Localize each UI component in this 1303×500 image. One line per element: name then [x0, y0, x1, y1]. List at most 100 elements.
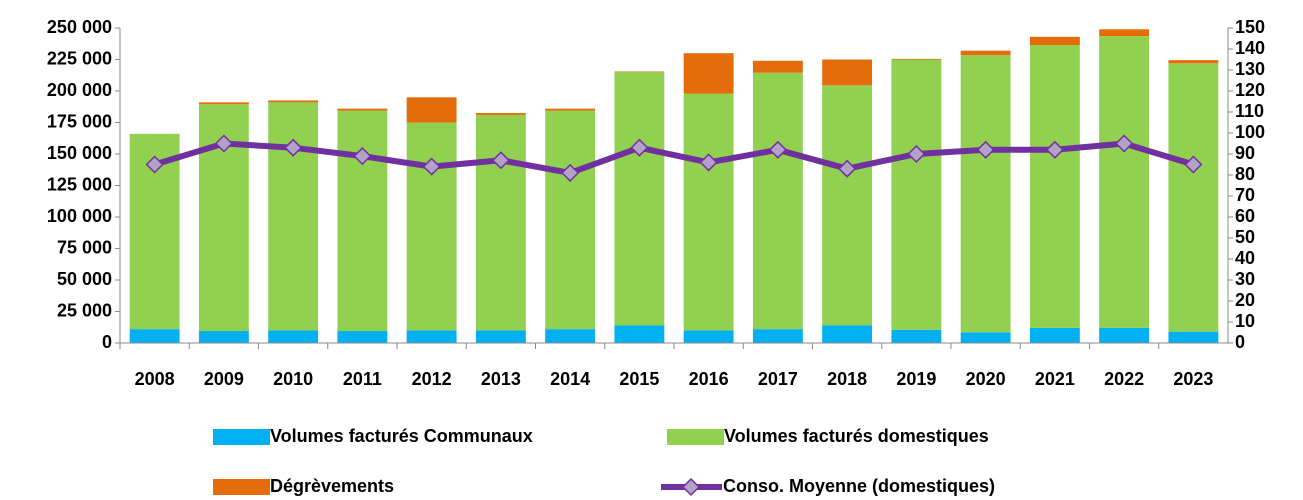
- legend-swatch: [213, 429, 270, 445]
- bar-segment: [822, 325, 873, 343]
- bar-segment: [1168, 331, 1219, 343]
- bar-segment: [1099, 36, 1150, 328]
- x-tick-label: 2016: [689, 369, 729, 389]
- line-marker: [491, 151, 510, 170]
- bar-segment: [683, 93, 734, 331]
- bar-segment: [1029, 327, 1080, 343]
- bar-segment: [545, 329, 596, 343]
- y2-tick-label: 110: [1235, 101, 1264, 121]
- y-tick-label: 175 000: [47, 111, 112, 131]
- line-marker: [214, 134, 233, 153]
- y2-tick-label: 40: [1235, 248, 1255, 268]
- bar-segment: [960, 50, 1011, 56]
- y-tick-label: 0: [102, 332, 112, 352]
- legend-label: Volumes facturés domestiques: [724, 426, 989, 446]
- y2-tick-label: 150: [1235, 17, 1265, 37]
- y2-tick-label: 130: [1235, 59, 1265, 79]
- bar-segment: [406, 97, 457, 123]
- legend-label: Volumes facturés Communaux: [270, 426, 533, 446]
- bar-segment: [891, 58, 942, 60]
- bar-segment: [960, 332, 1011, 343]
- bar-segment: [752, 72, 803, 330]
- bar-segment: [1029, 36, 1080, 46]
- bar-segment: [822, 85, 873, 326]
- bar-segment: [683, 330, 734, 343]
- x-tick-label: 2020: [966, 369, 1006, 389]
- x-tick-label: 2017: [758, 369, 798, 389]
- bar-segment: [545, 108, 596, 111]
- bar-segment: [891, 329, 942, 343]
- y2-tick-label: 50: [1235, 227, 1255, 247]
- bar-segment: [198, 102, 249, 105]
- line-marker: [1184, 155, 1203, 174]
- x-tick-label: 2008: [135, 369, 175, 389]
- y2-tick-label: 140: [1235, 38, 1265, 58]
- x-tick-label: 2023: [1173, 369, 1213, 389]
- y-tick-label: 100 000: [47, 206, 112, 226]
- y-tick-label: 25 000: [57, 300, 112, 320]
- y2-tick-label: 100: [1235, 122, 1265, 142]
- line-marker: [561, 163, 580, 182]
- x-tick-label: 2021: [1035, 369, 1075, 389]
- bar-segment: [1099, 29, 1150, 37]
- y2-tick-label: 90: [1235, 143, 1255, 163]
- line-marker: [976, 140, 995, 159]
- line-marker: [422, 157, 441, 176]
- line-marker: [699, 153, 718, 172]
- bar-segment: [337, 331, 388, 343]
- line-marker: [1045, 140, 1064, 159]
- bar-segment: [752, 329, 803, 343]
- x-tick-label: 2012: [412, 369, 452, 389]
- y2-tick-label: 70: [1235, 185, 1255, 205]
- y2-tick-label: 10: [1235, 311, 1255, 331]
- x-tick-label: 2010: [273, 369, 313, 389]
- y2-tick-label: 60: [1235, 206, 1255, 226]
- bar-segment: [198, 331, 249, 343]
- y2-tick-label: 0: [1235, 332, 1245, 352]
- bar-segment: [822, 59, 873, 86]
- y2-tick-label: 80: [1235, 164, 1255, 184]
- bar-segment: [475, 113, 526, 115]
- y2-tick-label: 30: [1235, 269, 1255, 289]
- legend-marker: [681, 477, 701, 497]
- x-tick-label: 2011: [343, 369, 382, 389]
- line-marker: [353, 147, 372, 166]
- x-tick-label: 2013: [481, 369, 521, 389]
- x-tick-label: 2014: [550, 369, 590, 389]
- y-tick-label: 75 000: [57, 237, 112, 257]
- x-tick-label: 2015: [619, 369, 659, 389]
- bar-segment: [614, 325, 665, 343]
- y-tick-label: 150 000: [47, 143, 112, 163]
- bar-segment: [1099, 327, 1150, 343]
- bar-segment: [268, 100, 319, 103]
- legend-label: Dégrèvements: [270, 476, 394, 496]
- bar-segment: [614, 72, 665, 326]
- line-marker: [284, 138, 303, 157]
- y-tick-label: 250 000: [47, 17, 112, 37]
- bar-segment: [960, 55, 1011, 333]
- line-marker: [145, 155, 164, 174]
- bar-segment: [1168, 60, 1219, 64]
- bar-segment: [752, 60, 803, 73]
- line-marker: [907, 144, 926, 164]
- x-tick-label: 2022: [1104, 369, 1144, 389]
- bar-segment: [129, 329, 180, 343]
- y2-tick-label: 120: [1235, 80, 1265, 100]
- y-tick-label: 225 000: [47, 48, 112, 68]
- y-tick-label: 125 000: [47, 174, 112, 194]
- y-tick-label: 200 000: [47, 80, 112, 100]
- bar-segment: [683, 53, 734, 94]
- y2-tick-label: 20: [1235, 290, 1255, 310]
- bar-segment: [1168, 63, 1219, 332]
- bar-segment: [337, 110, 388, 332]
- line: [153, 140, 1195, 176]
- legend-label: Conso. Moyenne (domestiques): [723, 476, 995, 496]
- bar-segment: [475, 330, 526, 343]
- bar-segment: [614, 71, 665, 73]
- bar-segment: [268, 330, 319, 343]
- x-tick-label: 2019: [896, 369, 936, 389]
- line-marker: [630, 138, 649, 157]
- line-marker: [838, 159, 857, 178]
- bar-segment: [545, 110, 596, 330]
